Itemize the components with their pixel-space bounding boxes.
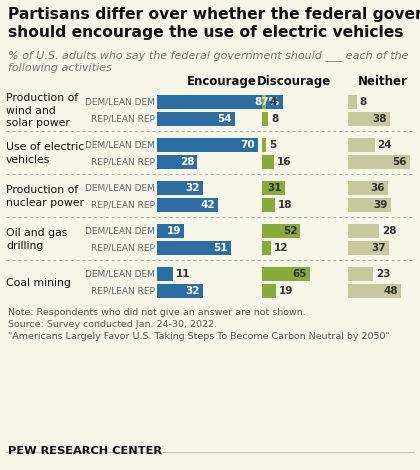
- Text: REP/LEAN REP: REP/LEAN REP: [91, 157, 155, 166]
- Text: 32: 32: [186, 183, 200, 193]
- Bar: [157, 284, 203, 298]
- Text: 24: 24: [378, 140, 392, 150]
- Text: Discourage: Discourage: [257, 75, 331, 88]
- Bar: [157, 224, 184, 238]
- Text: DEM/LEAN DEM: DEM/LEAN DEM: [85, 97, 155, 107]
- Text: DEM/LEAN DEM: DEM/LEAN DEM: [85, 227, 155, 235]
- Text: 51: 51: [213, 243, 228, 253]
- Text: 36: 36: [370, 183, 385, 193]
- Bar: [262, 155, 274, 169]
- Bar: [262, 198, 275, 212]
- Text: Encourage: Encourage: [187, 75, 257, 88]
- Bar: [157, 198, 218, 212]
- Text: 8: 8: [360, 97, 367, 107]
- Bar: [348, 95, 357, 109]
- Text: 65: 65: [292, 269, 307, 279]
- Bar: [157, 267, 173, 281]
- Bar: [157, 112, 235, 126]
- Text: 19: 19: [279, 286, 294, 296]
- Text: REP/LEAN REP: REP/LEAN REP: [91, 201, 155, 210]
- Bar: [348, 138, 375, 152]
- Text: 48: 48: [383, 286, 398, 296]
- Text: 87%: 87%: [255, 97, 280, 107]
- Text: 28: 28: [180, 157, 194, 167]
- Text: Production of
wind and
solar power: Production of wind and solar power: [6, 93, 78, 128]
- Text: 4: 4: [269, 97, 276, 107]
- Bar: [262, 241, 271, 255]
- Text: Partisans differ over whether the federal government
should encourage the use of: Partisans differ over whether the federa…: [8, 7, 420, 40]
- Text: 8: 8: [271, 114, 278, 124]
- Text: DEM/LEAN DEM: DEM/LEAN DEM: [85, 183, 155, 193]
- Bar: [262, 112, 268, 126]
- Bar: [348, 198, 391, 212]
- Bar: [348, 224, 379, 238]
- Bar: [157, 181, 203, 195]
- Text: 37: 37: [371, 243, 386, 253]
- Text: Production of
nuclear power: Production of nuclear power: [6, 185, 84, 208]
- Text: Note: Respondents who did not give an answer are not shown.
Source: Survey condu: Note: Respondents who did not give an an…: [8, 308, 390, 341]
- Text: 52: 52: [283, 226, 297, 236]
- Bar: [348, 267, 373, 281]
- Text: 19: 19: [167, 226, 181, 236]
- Bar: [262, 138, 266, 152]
- Text: REP/LEAN REP: REP/LEAN REP: [91, 243, 155, 252]
- Text: 12: 12: [274, 243, 289, 253]
- Text: 54: 54: [218, 114, 232, 124]
- Text: REP/LEAN REP: REP/LEAN REP: [91, 287, 155, 296]
- Bar: [157, 95, 283, 109]
- Bar: [348, 112, 390, 126]
- Bar: [262, 224, 300, 238]
- Bar: [157, 241, 231, 255]
- Text: 56: 56: [393, 157, 407, 167]
- Bar: [262, 267, 310, 281]
- Text: Coal mining: Coal mining: [6, 277, 71, 288]
- Text: 39: 39: [374, 200, 388, 210]
- Text: Neither: Neither: [358, 75, 408, 88]
- Bar: [348, 155, 410, 169]
- Bar: [348, 241, 389, 255]
- Bar: [262, 284, 276, 298]
- Text: 42: 42: [200, 200, 215, 210]
- Text: 16: 16: [277, 157, 291, 167]
- Bar: [262, 181, 285, 195]
- Text: 5: 5: [269, 140, 276, 150]
- Text: 23: 23: [376, 269, 391, 279]
- Bar: [157, 155, 197, 169]
- Text: 38: 38: [373, 114, 387, 124]
- Text: 18: 18: [278, 200, 293, 210]
- Bar: [348, 181, 388, 195]
- Bar: [262, 95, 266, 109]
- Text: % of U.S. adults who say the federal government should ___ each of the
following: % of U.S. adults who say the federal gov…: [8, 50, 409, 73]
- Bar: [348, 284, 401, 298]
- Text: PEW RESEARCH CENTER: PEW RESEARCH CENTER: [8, 446, 162, 456]
- Text: 31: 31: [268, 183, 282, 193]
- Text: REP/LEAN REP: REP/LEAN REP: [91, 115, 155, 124]
- Text: DEM/LEAN DEM: DEM/LEAN DEM: [85, 269, 155, 279]
- Text: 32: 32: [186, 286, 200, 296]
- Text: Oil and gas
drilling: Oil and gas drilling: [6, 228, 67, 251]
- Bar: [157, 138, 258, 152]
- Text: DEM/LEAN DEM: DEM/LEAN DEM: [85, 141, 155, 149]
- Text: Use of electric
vehicles: Use of electric vehicles: [6, 142, 84, 164]
- Text: 28: 28: [382, 226, 396, 236]
- Text: 11: 11: [176, 269, 190, 279]
- Text: 70: 70: [241, 140, 255, 150]
